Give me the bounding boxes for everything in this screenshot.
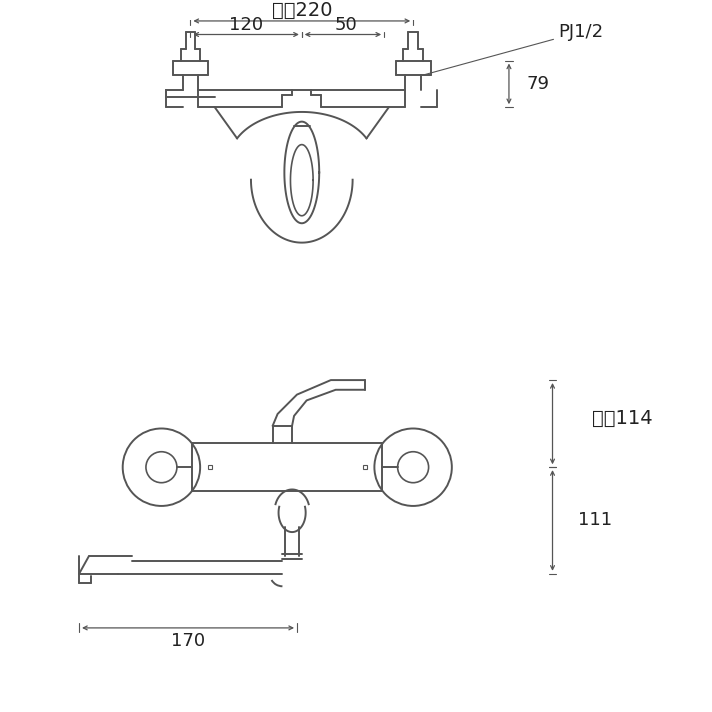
Text: 50: 50 xyxy=(335,16,357,33)
Text: PJ1/2: PJ1/2 xyxy=(558,23,604,41)
Text: 111: 111 xyxy=(577,511,612,530)
Text: 120: 120 xyxy=(229,16,263,33)
Text: 最大220: 最大220 xyxy=(271,1,332,20)
Text: 79: 79 xyxy=(526,75,550,93)
Text: 最大114: 最大114 xyxy=(592,409,653,429)
Text: 170: 170 xyxy=(171,632,205,651)
